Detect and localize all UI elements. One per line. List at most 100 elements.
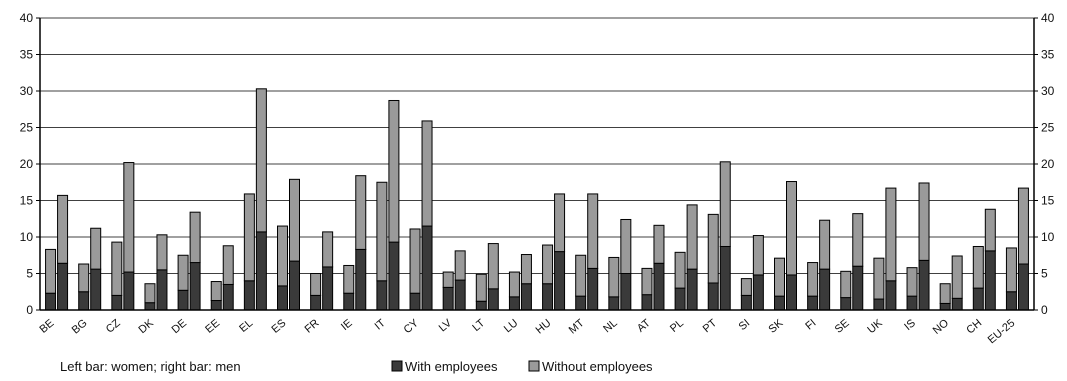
x-tick-label: SI xyxy=(737,317,753,333)
x-tick-label: EU-25 xyxy=(986,317,1018,346)
bar-with-employees xyxy=(454,279,466,311)
x-tick-label: IT xyxy=(373,317,388,333)
y-tick-label-right: 20 xyxy=(1041,157,1055,171)
bar-with-employees xyxy=(939,302,951,311)
bar-with-employees xyxy=(951,297,963,311)
bar-without-employees xyxy=(343,264,355,294)
bar-with-employees xyxy=(57,262,69,311)
bar-without-employees xyxy=(786,181,797,276)
bar-with-employees xyxy=(355,248,367,311)
legend-swatch-without-employees xyxy=(528,360,540,372)
bar-without-employees xyxy=(210,281,222,302)
bar-without-employees xyxy=(939,283,951,304)
bar-without-employees xyxy=(376,181,388,282)
bar-with-employees xyxy=(487,288,499,311)
y-tick-label-left: 0 xyxy=(26,303,33,317)
bar-without-employees xyxy=(111,241,123,296)
bar-with-employees xyxy=(189,262,201,311)
legend: With employees Without employees xyxy=(391,359,653,374)
bar-without-employees xyxy=(774,257,785,297)
bar-without-employees xyxy=(388,99,400,243)
y-tick-label-right: 30 xyxy=(1041,84,1055,98)
bar-without-employees xyxy=(277,225,288,287)
x-tick-label: EE xyxy=(203,317,222,336)
bar-with-employees xyxy=(90,268,102,311)
bar-with-employees xyxy=(819,268,831,311)
x-tick-label: NO xyxy=(931,317,952,337)
bar-with-employees xyxy=(918,259,930,311)
bar-with-employees xyxy=(852,265,864,311)
grid-lines xyxy=(40,17,1034,274)
bar-without-employees xyxy=(740,278,752,296)
bar-without-employees xyxy=(852,213,864,267)
bar-with-employees xyxy=(587,267,599,311)
bar-without-employees xyxy=(475,273,487,302)
bar-without-employees xyxy=(707,213,719,284)
bar-without-employees xyxy=(840,270,852,299)
bar-with-employees xyxy=(144,302,156,311)
x-tick-label: HU xyxy=(534,317,554,336)
bar-with-employees xyxy=(388,241,400,311)
bar-without-employees xyxy=(972,245,984,289)
bar-with-employees xyxy=(906,295,918,311)
bar-without-employees xyxy=(355,175,367,250)
y-tick-label-right: 10 xyxy=(1041,230,1055,244)
x-tick-label: BE xyxy=(38,317,57,336)
axes-group xyxy=(36,17,1038,311)
y-tick-label-left: 15 xyxy=(20,194,34,208)
bar-with-employees xyxy=(421,225,433,311)
x-tick-label: PL xyxy=(668,317,686,335)
bar-with-employees xyxy=(310,294,322,311)
bar-with-employees xyxy=(1005,291,1017,311)
x-tick-label: CY xyxy=(402,317,422,336)
bar-without-employees xyxy=(575,254,587,297)
y-tick-label-right: 0 xyxy=(1041,303,1048,317)
y-tick-label-left: 25 xyxy=(20,121,34,135)
x-tick-label: ES xyxy=(269,317,288,336)
bar-without-employees xyxy=(608,256,620,298)
bar-with-employees xyxy=(786,274,797,311)
bar-with-employees xyxy=(123,271,135,311)
bar-without-employees xyxy=(508,271,520,298)
bar-with-employees xyxy=(277,285,288,311)
bar-with-employees xyxy=(575,295,587,311)
bar-without-employees xyxy=(719,161,731,247)
bar-without-employees xyxy=(554,193,566,253)
bar-with-employees xyxy=(409,292,421,311)
bar-with-employees xyxy=(376,280,388,311)
bar-with-employees xyxy=(210,300,222,311)
bar-without-employees xyxy=(819,219,831,270)
x-tick-label: SE xyxy=(833,317,852,336)
x-tick-label: CH xyxy=(964,317,984,336)
x-tick-label: UK xyxy=(865,317,885,336)
bar-without-employees xyxy=(873,257,885,300)
x-tick-label: DK xyxy=(136,317,156,336)
x-tick-label: MT xyxy=(567,317,587,337)
bar-without-employees xyxy=(984,208,996,252)
legend-label-without-employees: Without employees xyxy=(542,359,653,374)
bar-without-employees xyxy=(951,255,963,299)
y-tick-label-right: 5 xyxy=(1041,267,1048,281)
x-tick-label: AT xyxy=(635,317,653,335)
bar-without-employees xyxy=(409,228,421,294)
bar-without-employees xyxy=(156,234,168,271)
x-tick-label: DE xyxy=(170,317,189,336)
bar-with-employees xyxy=(653,262,665,311)
bar-with-employees xyxy=(719,245,731,311)
bar-with-employees xyxy=(111,294,123,311)
bar-without-employees xyxy=(177,254,189,291)
bar-with-employees xyxy=(45,292,57,311)
bar-without-employees xyxy=(222,245,234,285)
bar-with-employees xyxy=(542,283,554,311)
bar-with-employees xyxy=(686,268,698,311)
y-tick-label-left: 5 xyxy=(26,267,33,281)
bar-with-employees xyxy=(177,289,189,311)
bar-with-employees xyxy=(243,280,255,311)
bar-without-employees xyxy=(442,271,454,288)
bar-without-employees xyxy=(885,187,897,282)
bar-with-employees xyxy=(707,282,719,311)
y-tick-label-left: 40 xyxy=(20,11,34,25)
bar-without-employees xyxy=(255,88,267,233)
bar-with-employees xyxy=(807,295,819,311)
